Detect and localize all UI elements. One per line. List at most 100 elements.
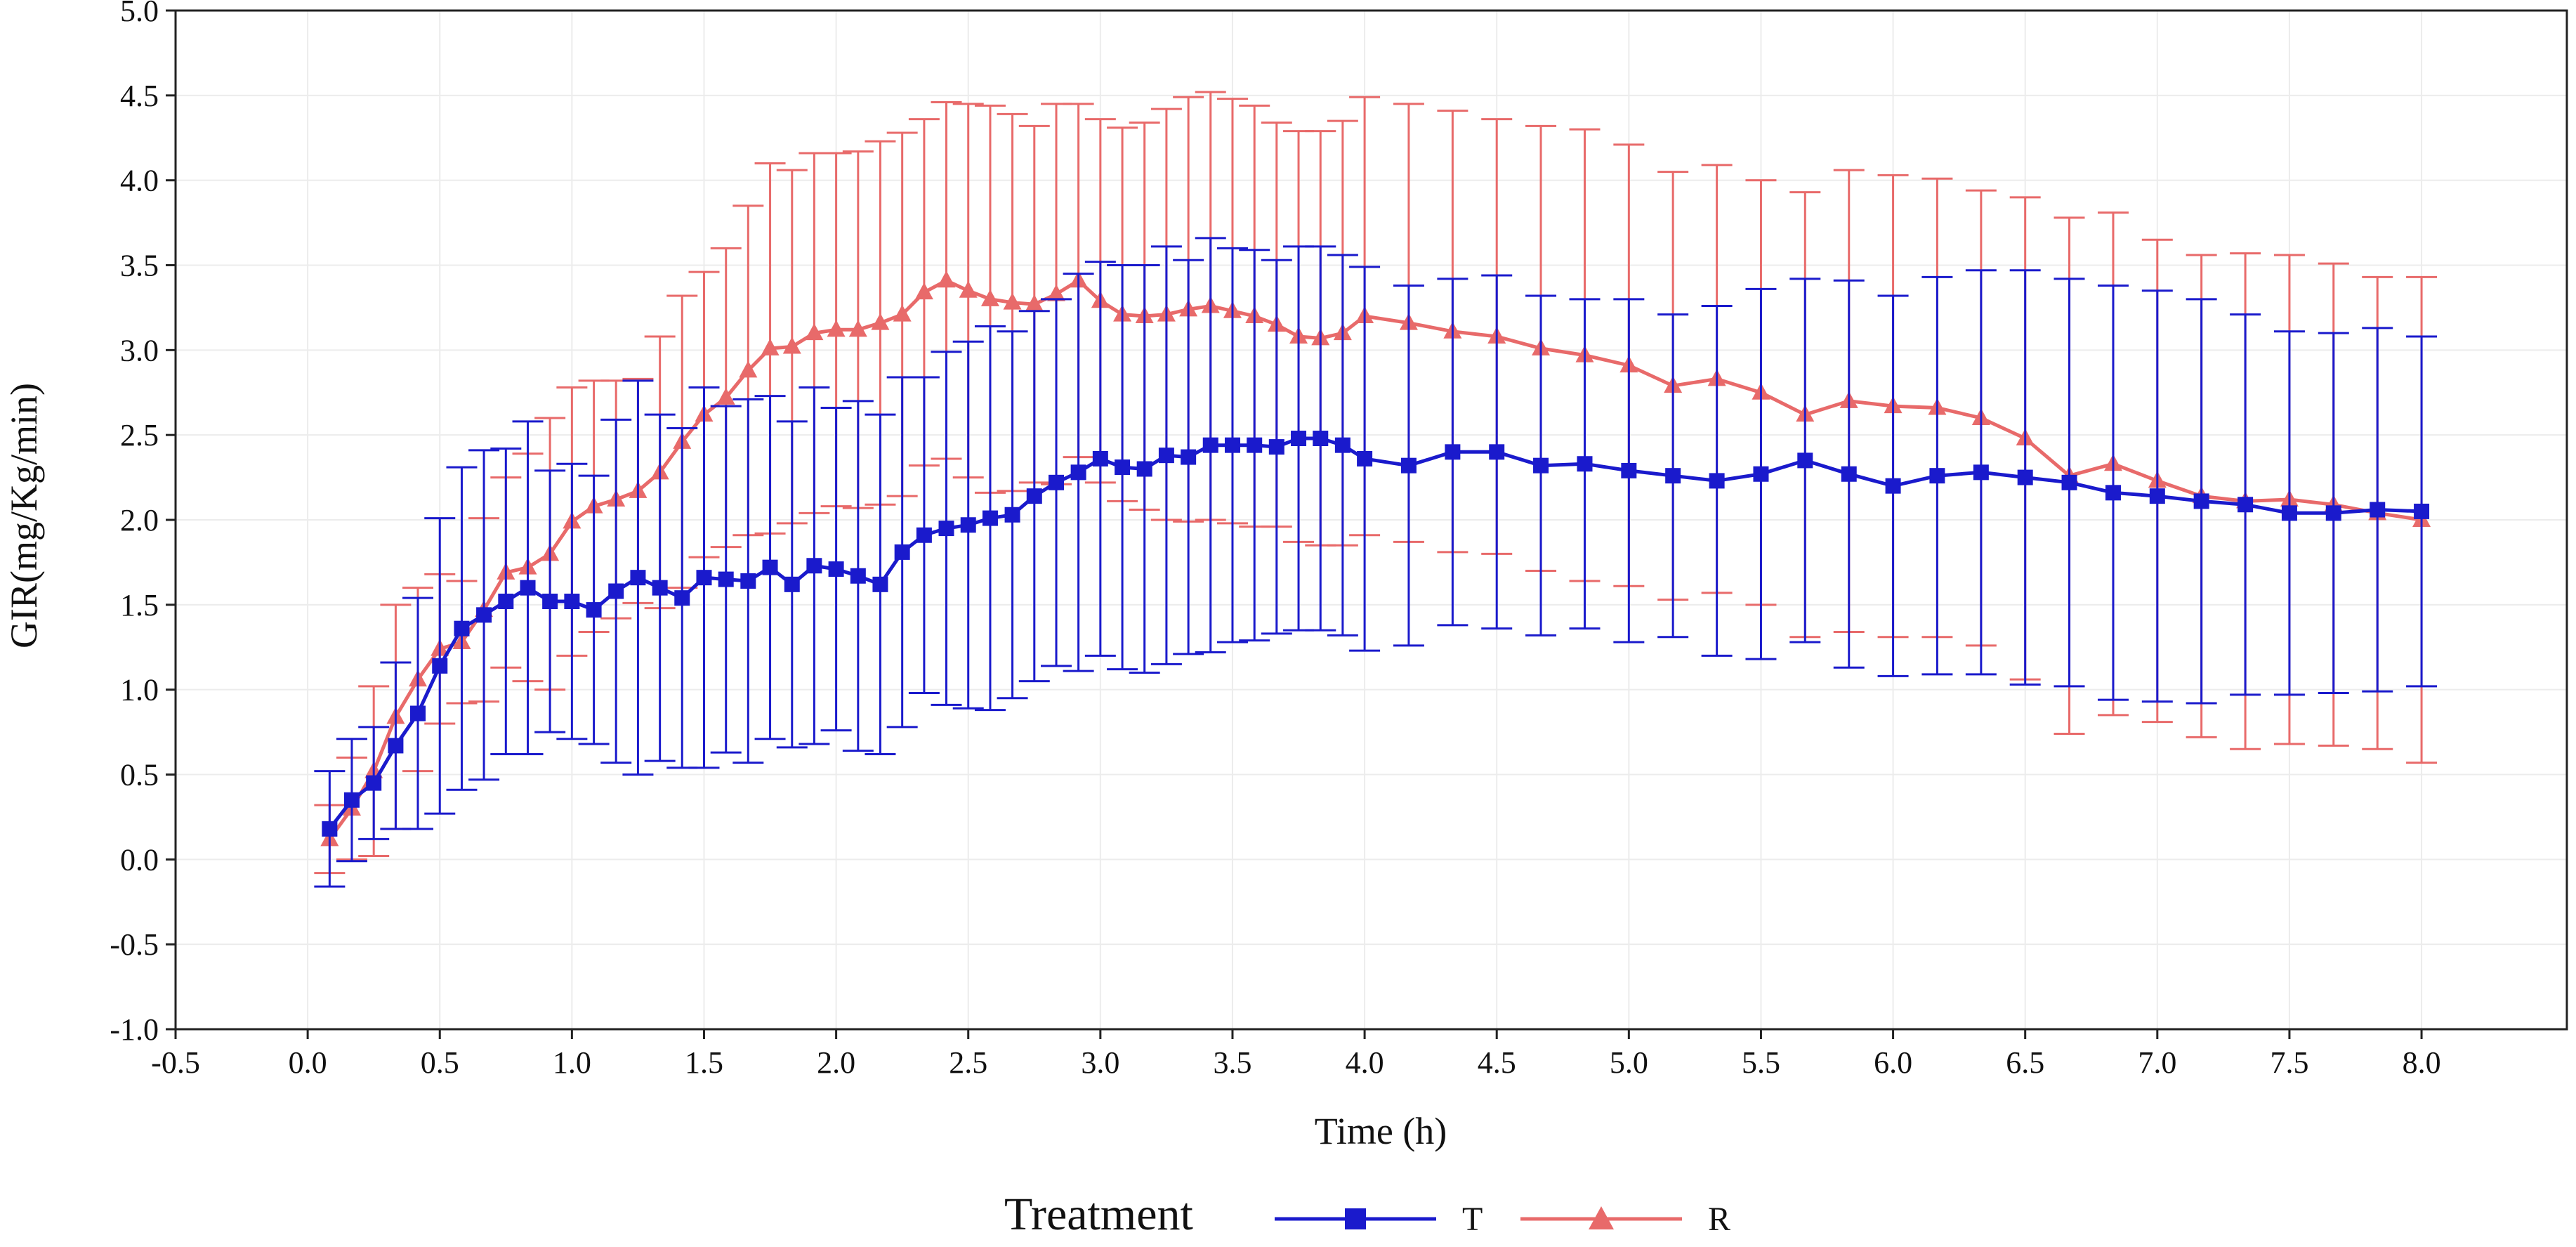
y-tick-label: 3.0 xyxy=(120,333,159,367)
legend-title: Treatment xyxy=(1004,1189,1193,1240)
data-point-t xyxy=(1357,451,1373,466)
data-point-r xyxy=(1003,292,1022,310)
y-tick-label: 2.0 xyxy=(120,503,159,537)
y-tick-label: 2.5 xyxy=(120,418,159,452)
data-point-t xyxy=(366,775,382,791)
data-point-t xyxy=(2017,469,2033,485)
data-point-t xyxy=(1841,466,1857,482)
data-point-r xyxy=(716,388,735,405)
data-point-t xyxy=(784,576,800,592)
x-tick-label: 3.0 xyxy=(1081,1045,1119,1080)
data-point-t xyxy=(2325,505,2341,521)
data-point-t xyxy=(1797,452,1813,469)
data-point-t xyxy=(696,570,712,586)
data-point-t xyxy=(2237,497,2254,513)
data-point-r xyxy=(848,320,867,337)
data-point-r xyxy=(739,360,758,378)
x-tick-label: -0.5 xyxy=(151,1045,200,1080)
y-axis-title: GIR(mg/Kg/min) xyxy=(3,383,45,648)
x-tick-label: 5.0 xyxy=(1610,1045,1648,1080)
x-tick-label: 1.0 xyxy=(553,1045,591,1080)
data-point-t xyxy=(1973,464,1989,481)
data-point-r xyxy=(1047,284,1066,301)
y-tick-label: -1.0 xyxy=(110,1012,159,1047)
legend-label-t: T xyxy=(1462,1201,1483,1238)
data-point-t xyxy=(410,705,426,722)
y-tick-label: 4.5 xyxy=(120,79,159,113)
data-point-t xyxy=(476,607,492,623)
data-point-t xyxy=(2414,503,2430,519)
data-point-t xyxy=(1885,478,1901,494)
x-tick-label: 7.5 xyxy=(2270,1045,2308,1080)
x-axis-title: Time (h) xyxy=(1315,1110,1447,1152)
x-tick-label: 4.0 xyxy=(1346,1045,1384,1080)
data-point-t xyxy=(1929,468,1945,484)
data-point-t xyxy=(1004,507,1020,523)
y-tick-label: 1.0 xyxy=(120,673,159,707)
data-point-t xyxy=(1291,431,1307,446)
data-point-t xyxy=(1313,431,1329,446)
x-tick-label: 2.0 xyxy=(817,1045,855,1080)
data-point-t xyxy=(762,559,778,575)
data-point-t xyxy=(1577,456,1593,472)
data-point-t xyxy=(1181,449,1197,465)
series-layer xyxy=(314,91,2438,888)
data-point-t xyxy=(1158,448,1174,464)
data-point-t xyxy=(1400,457,1417,474)
x-tick-label: 2.5 xyxy=(949,1045,987,1080)
data-point-t xyxy=(564,594,580,609)
data-point-r xyxy=(871,313,890,330)
x-tick-label: 3.5 xyxy=(1213,1045,1251,1080)
data-point-t xyxy=(938,521,954,537)
y-tick-label: 0.0 xyxy=(120,842,159,877)
data-point-t xyxy=(652,580,668,596)
data-point-t xyxy=(850,568,866,584)
data-point-t xyxy=(1224,437,1240,453)
data-point-t xyxy=(1247,437,1263,453)
data-point-t xyxy=(388,738,404,754)
data-point-t xyxy=(586,602,602,618)
data-point-t xyxy=(454,620,470,636)
series-t xyxy=(314,237,2438,888)
data-point-t xyxy=(1753,466,1769,482)
data-point-t xyxy=(806,558,822,574)
y-tick-label: 4.0 xyxy=(120,164,159,198)
data-point-r xyxy=(914,282,933,300)
legend: Treatment T R xyxy=(1004,1189,1730,1240)
data-point-r xyxy=(761,338,780,355)
data-point-t xyxy=(1709,473,1725,489)
data-point-t xyxy=(1202,437,1218,453)
data-point-r xyxy=(1025,294,1044,312)
data-point-t xyxy=(960,517,976,533)
legend-marker-t xyxy=(1345,1208,1366,1229)
data-point-t xyxy=(1665,468,1681,484)
data-point-t xyxy=(1621,462,1637,478)
data-point-t xyxy=(1268,439,1284,455)
y-tick-label: -0.5 xyxy=(110,927,159,962)
x-tick-label: 5.5 xyxy=(1742,1045,1780,1080)
data-point-t xyxy=(630,570,646,586)
data-point-t xyxy=(2370,502,2386,518)
data-point-t xyxy=(1334,437,1351,453)
y-tick-label: 1.5 xyxy=(120,588,159,622)
data-point-t xyxy=(2061,474,2077,490)
data-point-t xyxy=(674,590,690,606)
x-tick-label: 4.5 xyxy=(1478,1045,1516,1080)
data-point-t xyxy=(2281,505,2297,521)
data-point-r xyxy=(980,289,999,306)
x-tick-label: 0.5 xyxy=(421,1045,459,1080)
x-tick-label: 1.5 xyxy=(685,1045,723,1080)
data-point-t xyxy=(542,594,558,609)
data-point-t xyxy=(894,544,910,560)
data-point-t xyxy=(1445,444,1461,460)
data-point-t xyxy=(828,561,844,577)
data-point-t xyxy=(740,573,756,589)
legend-marker-r xyxy=(1589,1206,1614,1229)
data-point-t xyxy=(1136,461,1152,477)
x-tick-label: 6.5 xyxy=(2006,1045,2044,1080)
data-point-t xyxy=(718,571,734,587)
data-point-r xyxy=(959,280,978,298)
data-point-t xyxy=(498,594,514,609)
